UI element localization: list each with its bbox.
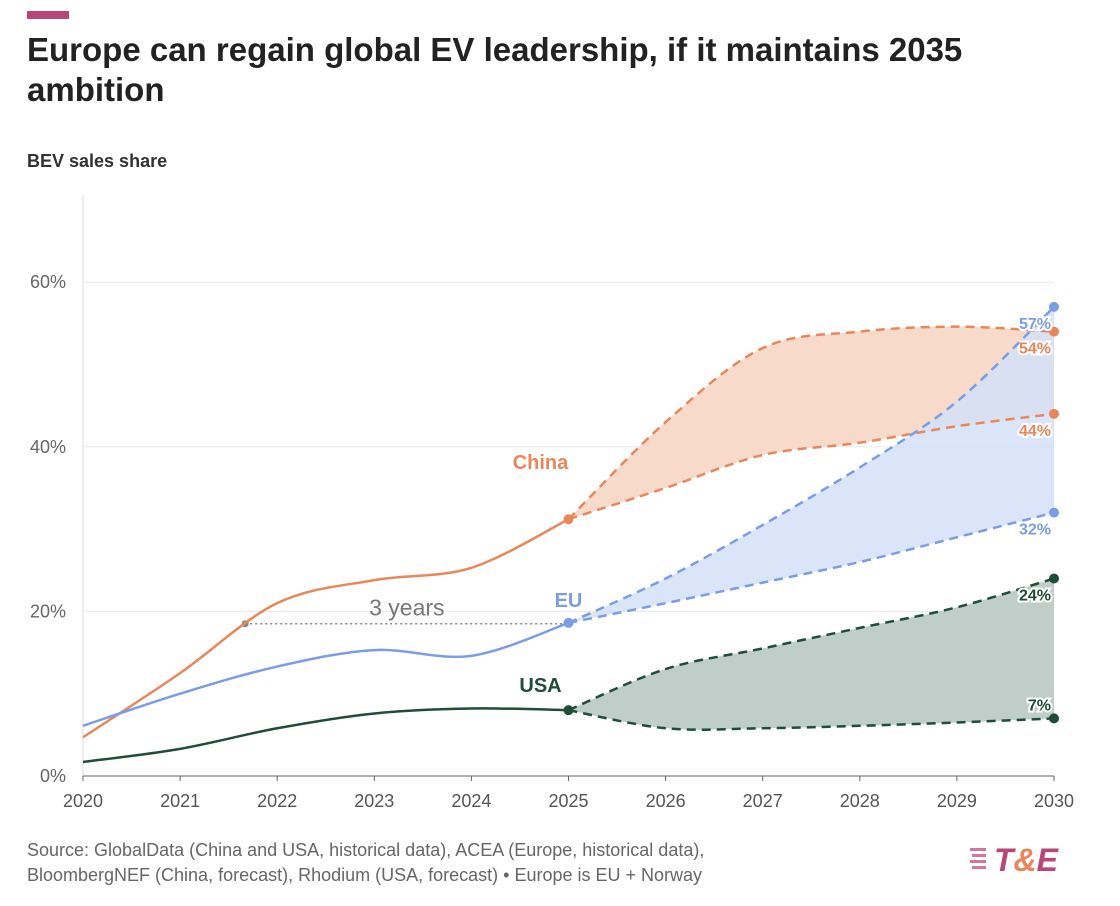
value-label-low-eu: 32% xyxy=(1019,522,1051,539)
line-forecast-low-usa xyxy=(568,708,1055,731)
endpoint-low-usa xyxy=(1049,713,1059,724)
y-tick-label: 0% xyxy=(40,766,66,786)
y-tick-label: 60% xyxy=(30,272,66,292)
endpoint-low-china xyxy=(1049,408,1059,419)
accent-bar xyxy=(27,11,69,19)
svg-text:T&E: T&E xyxy=(994,842,1060,878)
x-tick-label: 2025 xyxy=(548,791,588,811)
forecast-band-china xyxy=(568,326,1054,520)
value-label-high-china: 54% xyxy=(1019,341,1051,358)
endpoint-low-eu xyxy=(1049,507,1059,518)
y-tick-label: 20% xyxy=(30,601,66,621)
x-tick-label: 2026 xyxy=(646,791,686,811)
line-forecast-high-eu xyxy=(567,305,1055,625)
value-label-high-eu: 57% xyxy=(1019,316,1051,333)
line-historical-eu xyxy=(82,621,569,727)
x-tick-label: 2023 xyxy=(354,791,394,811)
point-2025-eu xyxy=(563,617,574,628)
line-forecast-low-china xyxy=(568,412,1055,521)
x-tick-label: 2020 xyxy=(63,791,103,811)
te-logo: T&E xyxy=(970,842,1060,878)
line-forecast-low-eu xyxy=(568,511,1055,625)
series-label-usa: USA xyxy=(519,675,561,697)
value-label-high-usa: 24% xyxy=(1019,587,1051,604)
x-tick-label: 2024 xyxy=(451,791,491,811)
endpoint-high-china xyxy=(1049,326,1059,337)
source-note: Source: GlobalData (China and USA, histo… xyxy=(27,838,927,888)
chart-subtitle: BEV sales share xyxy=(27,151,168,171)
line-historical-china xyxy=(82,518,570,739)
x-tick-label: 2022 xyxy=(257,791,297,811)
x-tick-label: 2029 xyxy=(937,791,977,811)
source-line-2: BloombergNEF (China, forecast), Rhodium … xyxy=(27,865,703,885)
value-label-low-china: 44% xyxy=(1019,423,1051,440)
series-label-eu: EU xyxy=(555,590,583,612)
x-tick-label: 2021 xyxy=(160,791,200,811)
chart: 0% 20% 40% 60% 2020 2021 2022 2023 2024 2025 2026 2… xyxy=(30,195,1074,811)
forecast-band-eu xyxy=(568,306,1054,623)
x-tick-label: 2028 xyxy=(840,791,880,811)
point-2025-china xyxy=(563,514,574,525)
y-tick-label: 40% xyxy=(30,437,66,457)
line-forecast-high-china xyxy=(567,325,1055,521)
chart-title: Europe can regain global EV leadership, … xyxy=(27,31,963,108)
point-2025-usa xyxy=(563,705,574,716)
endpoint-high-usa xyxy=(1049,573,1059,584)
x-tick-label: 2027 xyxy=(743,791,783,811)
source-line-1: Source: GlobalData (China and USA, histo… xyxy=(27,840,705,860)
value-label-low-usa: 7% xyxy=(1028,697,1051,714)
endpoint-high-eu xyxy=(1049,301,1059,312)
series-label-china: China xyxy=(513,452,569,474)
line-historical-usa xyxy=(82,707,569,764)
forecast-band-usa xyxy=(568,578,1054,730)
annotation-label: 3 years xyxy=(369,595,444,621)
x-tick-label: 2030 xyxy=(1034,791,1074,811)
